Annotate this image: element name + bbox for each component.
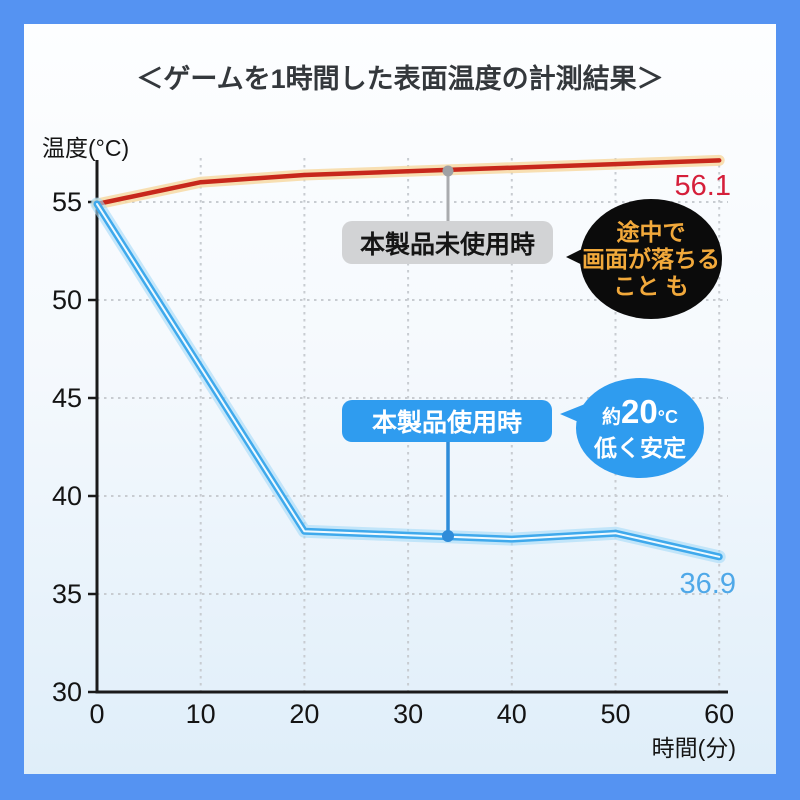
x-tick-label: 60 — [704, 699, 735, 729]
callout-blue-line1: 約20°C — [602, 395, 678, 435]
series-label-using-product: 本製品使用時 — [342, 400, 552, 442]
series-line-blue — [96, 203, 721, 558]
x-axis-label: 時間(分) — [651, 735, 736, 761]
end-value-red: 56.1 — [674, 170, 731, 202]
series-line-red — [94, 158, 722, 207]
series-label-not-using-product: 本製品未使用時 — [342, 221, 553, 264]
x-tick-label: 0 — [89, 699, 105, 729]
callout-blue-line2: 低く安定 — [594, 435, 686, 461]
y-axis-label: 温度(°C) — [42, 135, 130, 161]
y-tick-label: 45 — [51, 383, 82, 413]
callout-blue-prefix: 約 — [602, 407, 622, 428]
y-tick-label: 55 — [51, 187, 82, 217]
connector-blue-dot — [442, 530, 454, 542]
y-tick-label: 35 — [51, 579, 82, 609]
callout-20c-lower-bubble: 約20°C 低く安定 — [576, 378, 704, 478]
callout-screen-shutdown-bubble: 途中で 画面が落ちる こと も — [580, 199, 722, 319]
series-label-using-product-text: 本製品使用時 — [371, 409, 522, 437]
y-tick-label: 40 — [51, 481, 82, 511]
end-value-blue: 36.9 — [679, 568, 736, 600]
x-tick-label: 10 — [185, 699, 216, 729]
callout-blue-big-number: 20 — [621, 393, 658, 430]
connector-red-dot — [442, 165, 454, 177]
series-label-not-using-product-text: 本製品未使用時 — [359, 230, 535, 259]
callout-black-line2: 画面が落ちる — [582, 245, 720, 272]
x-tick-label: 30 — [393, 699, 424, 729]
callout-black-line1: 途中で — [616, 218, 686, 245]
y-tick-label: 30 — [51, 677, 82, 707]
x-tick-label: 20 — [289, 699, 320, 729]
x-tick-label: 50 — [600, 699, 631, 729]
callout-blue-unit: °C — [657, 407, 678, 427]
x-tick-label: 40 — [496, 699, 527, 729]
callout-black-line3: こと も — [613, 272, 689, 299]
chart-title: ＜ゲームを1時間した表面温度の計測結果＞ — [136, 64, 664, 94]
y-tick-label: 50 — [51, 285, 82, 315]
